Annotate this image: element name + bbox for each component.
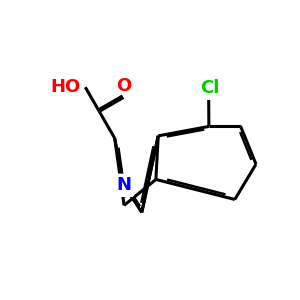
Text: O: O — [116, 77, 131, 95]
Text: N: N — [117, 176, 132, 194]
Text: Cl: Cl — [200, 79, 220, 97]
Text: HO: HO — [51, 78, 81, 96]
